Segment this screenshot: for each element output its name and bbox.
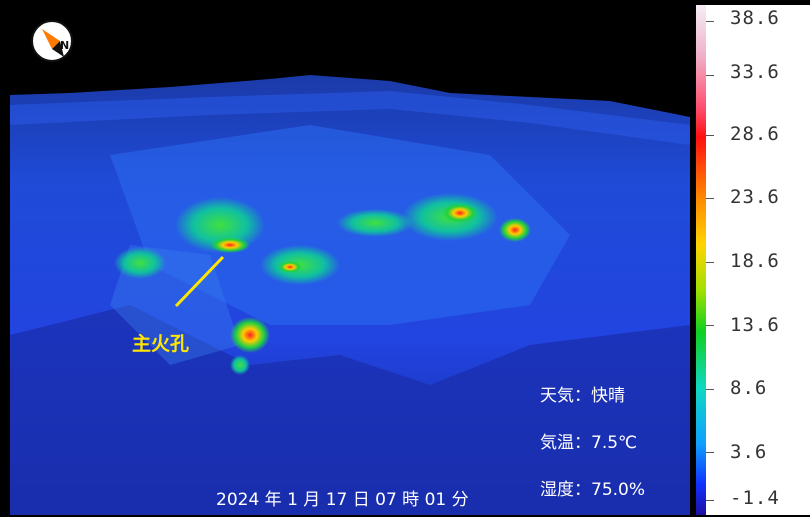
scale-tick xyxy=(706,135,714,136)
scale-tick xyxy=(706,198,714,199)
humidity-text: 湿度：75.0% xyxy=(540,475,645,500)
temperature-text: 気温：7.5℃ xyxy=(540,428,637,453)
temperature-scale: 38.6 33.6 28.6 23.6 18.6 13.6 8.6 3.6 -1… xyxy=(696,5,810,515)
scale-label: 33.6 xyxy=(730,61,806,83)
weather-text: 天気：快晴 xyxy=(540,381,625,406)
scale-label: 38.6 xyxy=(730,7,806,29)
scale-tick xyxy=(706,325,714,326)
scale-label: 3.6 xyxy=(730,441,806,463)
scale-label: 18.6 xyxy=(730,250,806,272)
timestamp-text: 2024 年 1 月 17 日 07 時 01 分 xyxy=(216,485,469,510)
scale-tick xyxy=(706,389,714,390)
scale-label: 8.6 xyxy=(730,377,806,399)
scale-tick xyxy=(706,75,714,76)
thermal-image: N 主火孔 天気：快晴 気温：7.5℃ 湿度：75.0% 2024 年 1 月 … xyxy=(10,5,690,515)
color-scale-bar xyxy=(696,5,706,515)
scale-label: 13.6 xyxy=(730,314,806,336)
scale-tick xyxy=(706,452,714,453)
scale-tick xyxy=(706,21,714,22)
scale-label: -1.4 xyxy=(730,487,806,509)
scale-label: 23.6 xyxy=(730,186,806,208)
scale-tick xyxy=(706,262,714,263)
scale-label: 28.6 xyxy=(730,123,806,145)
scale-tick xyxy=(706,500,714,501)
main-vent-label: 主火孔 xyxy=(132,329,189,356)
